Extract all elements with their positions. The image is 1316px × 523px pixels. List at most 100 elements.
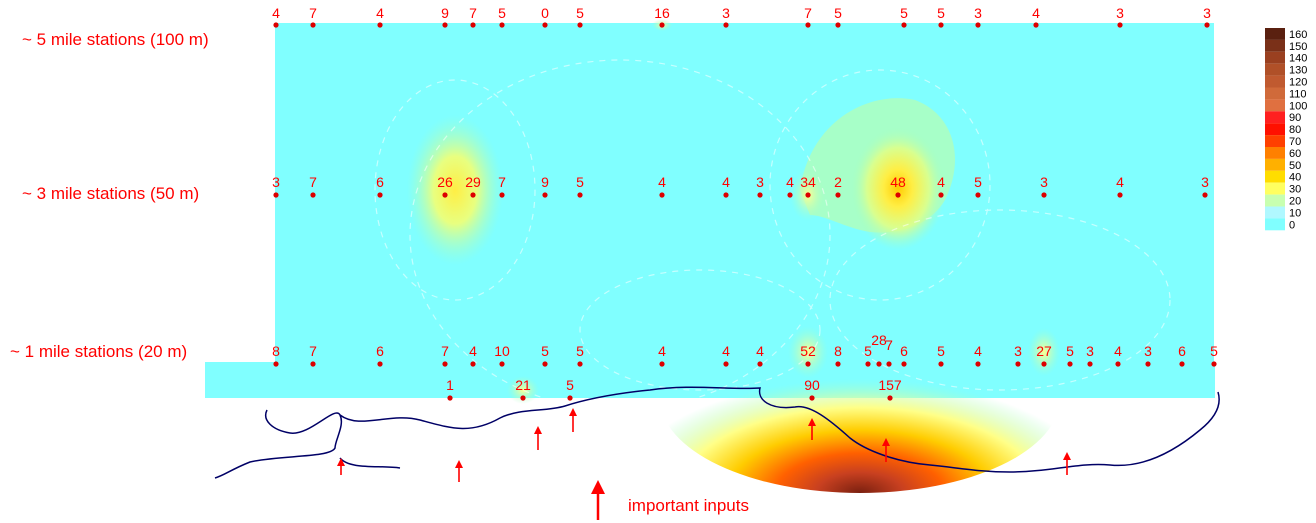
station-value-three-mile: 4 [786,174,794,190]
station-value-three-mile: 29 [465,174,481,190]
station-value-one-mile: 6 [900,343,908,359]
station-marker-three-mile [470,192,476,198]
station-marker-one-mile [1145,361,1151,367]
legend-swatch [1265,75,1285,88]
legend-label: 70 [1289,136,1301,148]
station-value-one-mile: 5 [1066,343,1074,359]
station-marker-three-mile [975,192,981,198]
input-arrow-icon [882,438,890,462]
legend-swatch [1265,39,1285,52]
station-marker-five-mile [938,22,944,28]
station-marker-one-mile [542,361,548,367]
legend-swatch [1265,218,1285,231]
station-value-five-mile: 7 [309,5,317,21]
station-value-three-mile: 3 [1201,174,1209,190]
station-value-one-mile: 3 [1144,343,1152,359]
station-value-one-mile: 4 [722,343,730,359]
station-value-three-mile: 4 [722,174,730,190]
legend-label: 40 [1289,172,1301,184]
legend-swatch [1265,182,1285,195]
station-marker-three-mile [835,192,841,198]
station-value-three-mile: 6 [376,174,384,190]
legend-label: 60 [1289,148,1301,160]
row-label-five-mile: ~ 5 mile stations (100 m) [22,30,209,49]
station-value-five-mile: 5 [937,5,945,21]
station-value-three-mile: 2 [834,174,842,190]
anomaly-52 [788,326,828,378]
station-value-five-mile: 4 [376,5,384,21]
station-value-five-mile: 3 [722,5,730,21]
input-arrow-icon [1063,452,1071,475]
station-value-one-mile: 10 [494,343,510,359]
station-marker-five-mile [470,22,476,28]
station-marker-one-mile [975,361,981,367]
station-value-five-mile: 5 [900,5,908,21]
legend-swatch [1265,158,1285,171]
station-marker-five-mile [310,22,316,28]
input-arrow-icon [455,460,463,482]
station-marker-one-mile [1041,361,1047,367]
inshore-white-left [205,398,275,410]
station-marker-three-mile [938,192,944,198]
legend-label: 30 [1289,184,1301,196]
station-value-one-mile: 27 [1036,343,1052,359]
station-marker-inshore [567,395,573,401]
legend-label: 150 [1289,41,1307,53]
station-marker-one-mile [470,361,476,367]
station-value-five-mile: 9 [441,5,449,21]
station-marker-five-mile [1117,22,1123,28]
station-value-one-mile: 3 [1014,343,1022,359]
station-marker-three-mile [499,192,505,198]
station-value-one-mile: 8 [834,343,842,359]
station-marker-one-mile [876,361,882,367]
input-arrow-icon [534,426,542,450]
station-value-inshore: 157 [878,377,902,393]
station-marker-five-mile [975,22,981,28]
station-value-one-mile: 5 [576,343,584,359]
legend-label: 10 [1289,207,1301,219]
input-arrow-icon [569,408,577,432]
input-arrow-icon [808,418,816,440]
station-value-three-mile: 34 [800,174,816,190]
legend-swatch [1265,51,1285,64]
station-marker-three-mile [895,192,901,198]
station-value-five-mile: 4 [272,5,280,21]
station-marker-three-mile [442,192,448,198]
anomaly-27 [1028,328,1060,376]
station-value-one-mile: 6 [1178,343,1186,359]
station-value-one-mile: 7 [885,337,893,353]
station-value-five-mile: 4 [1032,5,1040,21]
station-marker-five-mile [577,22,583,28]
station-value-three-mile: 48 [890,174,906,190]
station-value-one-mile: 5 [541,343,549,359]
station-value-five-mile: 5 [834,5,842,21]
station-marker-one-mile [865,361,871,367]
station-marker-three-mile [787,192,793,198]
station-marker-five-mile [442,22,448,28]
station-value-three-mile: 3 [1040,174,1048,190]
station-marker-one-mile [577,361,583,367]
legend-swatch [1265,206,1285,219]
station-value-three-mile: 5 [576,174,584,190]
station-marker-inshore [887,395,893,401]
legend-swatch [1265,111,1285,124]
station-value-five-mile: 3 [1116,5,1124,21]
row-label-three-mile: ~ 3 mile stations (50 m) [22,184,200,203]
station-marker-three-mile [1202,192,1208,198]
station-marker-three-mile [542,192,548,198]
anomaly-east [850,126,946,250]
legend-swatch [1265,194,1285,207]
station-value-one-mile: 5 [937,343,945,359]
station-value-five-mile: 7 [804,5,812,21]
legend-label: 50 [1289,160,1301,172]
coastline [214,386,1220,479]
row-label-one-mile: ~ 1 mile stations (20 m) [10,342,188,361]
station-marker-one-mile [1179,361,1185,367]
station-marker-five-mile [1033,22,1039,28]
legend-label: 90 [1289,112,1301,124]
station-marker-one-mile [757,361,763,367]
station-marker-three-mile [723,192,729,198]
station-marker-three-mile [757,192,763,198]
